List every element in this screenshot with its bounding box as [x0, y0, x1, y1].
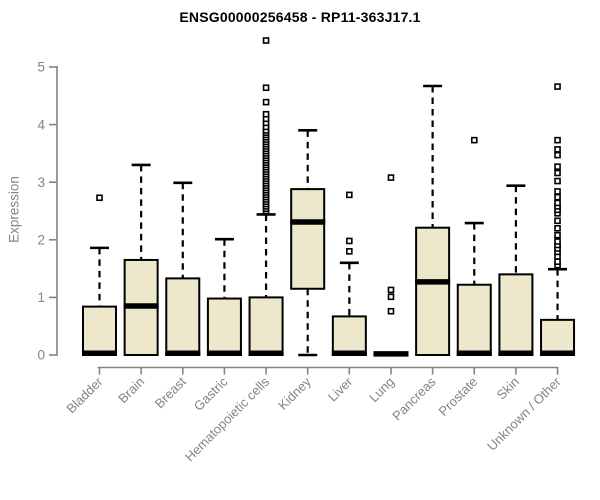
x-category-label: Brain: [115, 374, 147, 406]
outlier-point: [387, 293, 395, 301]
outlier-point: [96, 194, 103, 202]
x-category-label: Breast: [152, 374, 189, 411]
x-category-label: Lung: [366, 374, 397, 405]
outlier-point: [554, 163, 561, 170]
outlier-point: [554, 146, 561, 153]
outlier-point: [262, 37, 270, 44]
outlier-point: [554, 231, 561, 239]
outlier-point: [387, 174, 395, 181]
outlier-point: [554, 217, 561, 225]
x-category-label: Unknown / Other: [484, 374, 564, 454]
box-hematopoietic-cells: [248, 37, 284, 357]
y-tick-label: 4: [37, 117, 45, 132]
iqr-box: [290, 188, 326, 290]
box-prostate: [456, 136, 492, 357]
y-tick-label: 0: [37, 348, 45, 363]
y-tick-label: 1: [37, 290, 45, 305]
x-category-label: Bladder: [63, 374, 106, 417]
outlier-point: [554, 177, 561, 185]
x-category-label: Kidney: [275, 374, 314, 413]
x-category-label: Pancreas: [389, 374, 439, 424]
outlier-point: [262, 84, 270, 92]
outlier-point: [554, 193, 561, 201]
iqr-box: [165, 277, 201, 356]
box-brain: [123, 163, 159, 356]
box-kidney: [290, 129, 326, 357]
outlier-point: [554, 169, 561, 177]
outlier-point: [346, 191, 353, 199]
outlier-point: [346, 248, 353, 255]
iqr-box: [540, 318, 576, 357]
outlier-point: [554, 258, 561, 265]
outlier-point: [554, 188, 561, 195]
x-category-label: Gastric: [191, 374, 231, 414]
outlier-point: [554, 224, 561, 232]
iqr-box: [498, 273, 534, 356]
outlier-point: [387, 307, 395, 315]
box-pancreas: [415, 84, 451, 356]
box-bladder: [82, 194, 117, 357]
x-category-label: Skin: [494, 374, 522, 402]
chart-title: ENSG00000256458 - RP11-363J17.1: [179, 9, 421, 25]
y-tick-label: 3: [37, 175, 45, 190]
x-category-label: Liver: [325, 374, 356, 405]
outlier-point: [554, 199, 561, 207]
outlier-point: [262, 98, 270, 106]
outlier-point: [554, 136, 561, 144]
iqr-box: [415, 226, 451, 356]
outlier-point: [554, 83, 561, 90]
y-tick-label: 5: [37, 60, 45, 75]
box-lung: [373, 174, 409, 357]
outlier-point: [262, 110, 270, 118]
outlier-point: [387, 286, 395, 294]
iqr-box: [206, 297, 242, 356]
outlier-point: [554, 151, 561, 159]
iqr-box: [82, 305, 117, 356]
box-unknown-other: [540, 83, 576, 357]
box-liver: [331, 191, 367, 357]
iqr-box: [456, 283, 492, 356]
x-category-label: Prostate: [436, 374, 481, 419]
box-skin: [498, 184, 534, 357]
iqr-box: [248, 296, 284, 356]
outlier-point: [470, 136, 478, 144]
box-gastric: [206, 237, 242, 357]
y-tick-label: 2: [37, 233, 45, 248]
iqr-box: [331, 315, 367, 356]
outlier-point: [554, 238, 561, 245]
outlier-point: [346, 237, 353, 245]
box-breast: [165, 181, 201, 357]
